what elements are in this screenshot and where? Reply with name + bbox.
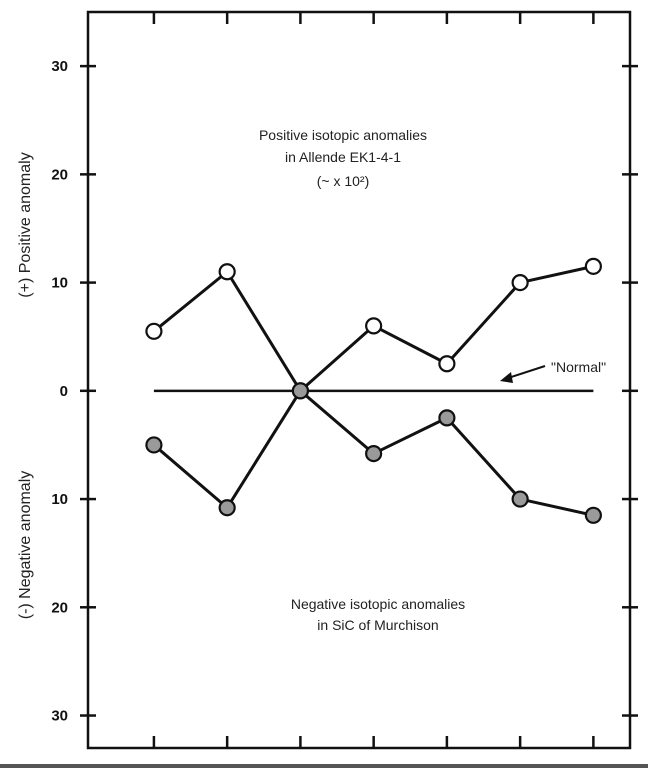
series-2-point <box>511 490 529 508</box>
y-tick-label: 10 <box>51 275 68 292</box>
normal-arrow-shaft <box>507 365 546 379</box>
y-tick-label: 20 <box>51 166 68 183</box>
plot-frame <box>86 10 632 750</box>
series-layer <box>145 257 602 524</box>
series-1-point <box>584 257 602 275</box>
series-2-point <box>145 436 163 454</box>
y-axis-title-negative: (-) Negative anomaly <box>17 471 34 620</box>
series-1-point <box>365 317 383 335</box>
series-1-point <box>511 273 529 292</box>
series-1-point <box>438 355 456 373</box>
annotation-negative-line-1: Negative isotopic anomalies <box>291 596 465 612</box>
y-tick-label: 30 <box>51 708 68 725</box>
y-tick-label: 0 <box>60 383 68 400</box>
y-tick-label: 20 <box>51 599 68 616</box>
annotation-positive-line-1: Positive isotopic anomalies <box>259 127 427 143</box>
annotation-negative-line-2: in SiC of Murchison <box>317 617 438 633</box>
y-tick-label: 10 <box>51 491 68 508</box>
annotation-positive-line-3: (~ x 10²) <box>317 173 370 189</box>
y-axis-title-positive: (+) Positive anomaly <box>17 152 34 297</box>
y-axis-ticks: 30 20 10 0 10 20 30 <box>51 58 638 725</box>
annotation-positive-line-2: in Allende EK1-4-1 <box>285 149 401 165</box>
normal-arrow-head <box>500 372 513 383</box>
normal-label: "Normal" <box>551 359 606 375</box>
series-2-point <box>584 506 602 524</box>
series-2-point <box>291 382 310 400</box>
series-1-point <box>218 263 236 281</box>
series-2-point <box>218 499 236 517</box>
y-tick-label: 30 <box>51 58 68 75</box>
series-2-point <box>365 445 383 463</box>
x-axis-ticks <box>152 12 595 748</box>
series-1-point <box>145 322 163 340</box>
series-2-point <box>438 409 456 427</box>
